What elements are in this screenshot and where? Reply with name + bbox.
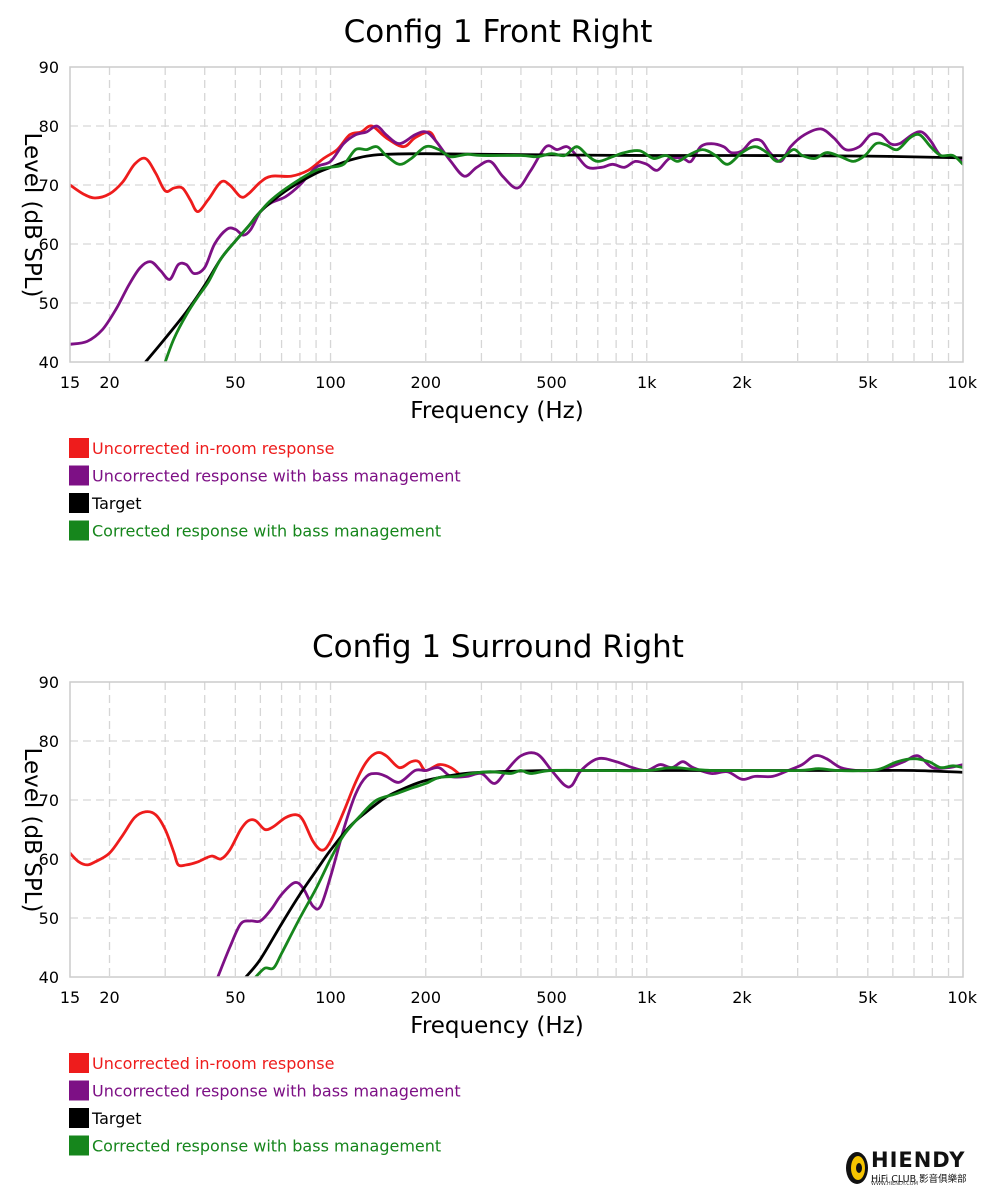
x-tick-label: 50 [225, 988, 245, 1007]
x-tick-label: 5k [858, 988, 878, 1007]
chart-title: Config 1 Surround Right [312, 629, 684, 665]
y-tick-label: 60 [39, 850, 59, 869]
x-ticks: 15 20 50 100 200 500 1k 2k 5k 10k [60, 988, 978, 1007]
surround-right-chart: Config 1 Surround Right 40 50 60 70 80 90 15 2… [19, 629, 978, 1156]
y-tick-label: 40 [39, 353, 59, 372]
y-axis-label: Level (dB SPL) [19, 748, 45, 913]
x-tick-label: 500 [536, 988, 567, 1007]
series-line-uncorrected-response-with-bass-management [216, 751, 963, 977]
chart-grid [70, 682, 963, 977]
y-tick-label: 90 [39, 673, 59, 692]
y-tick-label: 70 [39, 791, 59, 810]
x-axis-label: Frequency (Hz) [410, 398, 583, 424]
legend-label: Corrected response with bass management [92, 522, 441, 541]
x-tick-label: 2k [732, 988, 752, 1007]
series-line-uncorrected-in-room-response [70, 124, 438, 213]
y-tick-label: 40 [39, 968, 59, 987]
y-tick-label: 50 [39, 294, 59, 313]
logo-site: WWW.HIENDY.COM [871, 1181, 918, 1187]
series-line-corrected-response-with-bass-management [254, 757, 963, 977]
y-tick-label: 60 [39, 235, 59, 254]
x-tick-label: 20 [99, 988, 119, 1007]
legend-swatch [69, 1053, 89, 1073]
logo-tagline: HiFi CLUB 影音俱樂部 [871, 1174, 967, 1185]
x-tick-label: 200 [410, 373, 441, 392]
x-tick-label: 20 [99, 373, 119, 392]
legend-swatch [69, 493, 89, 513]
x-tick-label: 100 [315, 988, 346, 1007]
legend-label: Uncorrected response with bass managemen… [92, 467, 461, 486]
plot-frame [69, 681, 964, 978]
x-tick-label: 2k [732, 373, 752, 392]
logo-brand: HIENDY [871, 1148, 966, 1172]
legend-swatch [69, 465, 89, 486]
legend-label: Uncorrected in-room response [92, 439, 334, 458]
series-line-corrected-response-with-bass-management [163, 132, 963, 362]
series-line-uncorrected-in-room-response [70, 751, 464, 868]
x-tick-label: 200 [410, 988, 441, 1007]
y-ticks: 40 50 60 70 80 90 [39, 58, 59, 372]
series-layer [70, 124, 963, 362]
legend-label: Corrected response with bass management [92, 1137, 441, 1156]
x-tick-label: 100 [315, 373, 346, 392]
y-tick-label: 90 [39, 58, 59, 77]
plot-frame [69, 66, 964, 363]
x-tick-label: 10k [947, 988, 977, 1007]
y-tick-label: 80 [39, 732, 59, 751]
x-tick-label: 1k [637, 988, 657, 1007]
series-layer [70, 751, 963, 977]
series-line-uncorrected-response-with-bass-management [70, 124, 963, 346]
x-tick-label: 10k [947, 373, 977, 392]
x-tick-label: 15 [60, 373, 80, 392]
chart-title: Config 1 Front Right [344, 14, 653, 50]
legend-label: Target [91, 1109, 142, 1128]
legend-swatch [69, 1135, 89, 1156]
x-tick-label: 15 [60, 988, 80, 1007]
legend-swatch [69, 1080, 89, 1101]
y-axis-label: Level (dB SPL) [19, 133, 45, 298]
x-tick-label: 1k [637, 373, 657, 392]
x-tick-label: 500 [536, 373, 567, 392]
legend: Uncorrected in-room response Uncorrected … [69, 1053, 461, 1156]
x-tick-label: 5k [858, 373, 878, 392]
y-tick-label: 70 [39, 176, 59, 195]
hiendy-logo: HIENDY HiFi CLUB 影音俱樂部 WWW.HIENDY.COM [845, 1148, 995, 1188]
legend-label: Uncorrected in-room response [92, 1054, 334, 1073]
legend-swatch [69, 1108, 89, 1128]
y-tick-label: 50 [39, 909, 59, 928]
x-axis-label: Frequency (Hz) [410, 1013, 583, 1039]
legend-label: Uncorrected response with bass managemen… [92, 1082, 461, 1101]
hiendy-speaker-icon [846, 1152, 868, 1184]
chart-grid [70, 67, 963, 362]
front-right-chart: Config 1 Front Right 40 50 60 70 80 90 15 20 50… [19, 14, 978, 541]
legend: Uncorrected in-room response Uncorrected … [69, 438, 461, 541]
x-tick-label: 50 [225, 373, 245, 392]
legend-swatch [69, 438, 89, 458]
y-tick-label: 80 [39, 117, 59, 136]
y-ticks: 40 50 60 70 80 90 [39, 673, 59, 987]
x-ticks: 15 20 50 100 200 500 1k 2k 5k 10k [60, 373, 978, 392]
legend-label: Target [91, 494, 142, 513]
legend-swatch [69, 520, 89, 541]
